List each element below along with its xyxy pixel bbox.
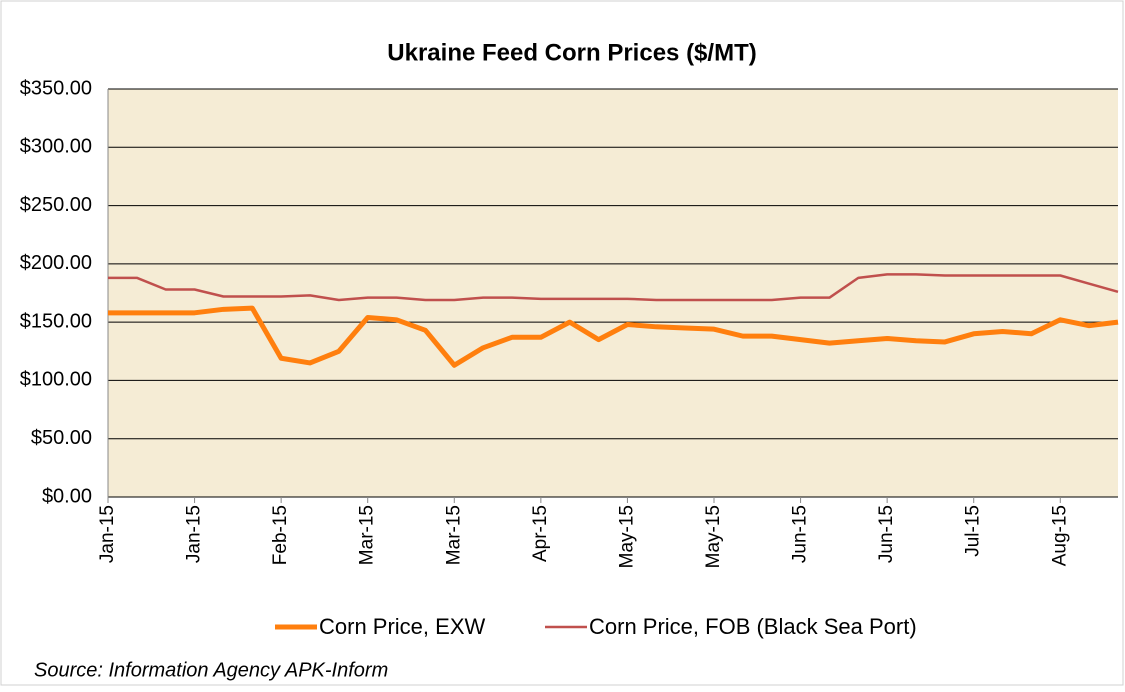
y-tick-label: $0.00 [42,485,92,507]
x-tick-label: Jun-15 [876,505,897,563]
plot-area [108,89,1118,497]
series-line [108,305,1119,368]
y-tick-label: $350.00 [20,77,92,99]
x-tick-label: Mar-15 [357,505,378,565]
y-tick-label: $100.00 [20,369,92,391]
x-tick-label: Jan-15 [184,505,205,563]
x-tick-label: May-15 [703,505,724,568]
x-tick-label: May-15 [616,505,637,568]
x-tick-label: Mar-15 [443,505,464,565]
x-tick-label: Jan-15 [97,505,118,563]
legend-label: Corn Price, FOB (Black Sea Port) [589,614,917,639]
chart-title: Ukraine Feed Corn Prices ($/MT) [387,39,756,66]
series-line [108,273,1119,302]
y-tick-label: $150.00 [20,310,92,332]
y-tick-label: $200.00 [20,252,92,274]
y-tick-label: $50.00 [31,427,92,449]
x-tick-label: Aug-15 [1049,505,1070,566]
x-tick-label: Feb-15 [270,505,291,565]
y-tick-label: $250.00 [20,194,92,216]
y-tick-label: $300.00 [20,136,92,158]
x-tick-label: Apr-15 [530,505,551,562]
legend-label: Corn Price, EXW [319,614,485,639]
x-tick-label: Jun-15 [790,505,811,563]
x-tick-label: Jul-15 [963,505,984,557]
source-note: Source: Information Agency APK-Inform [34,659,388,681]
